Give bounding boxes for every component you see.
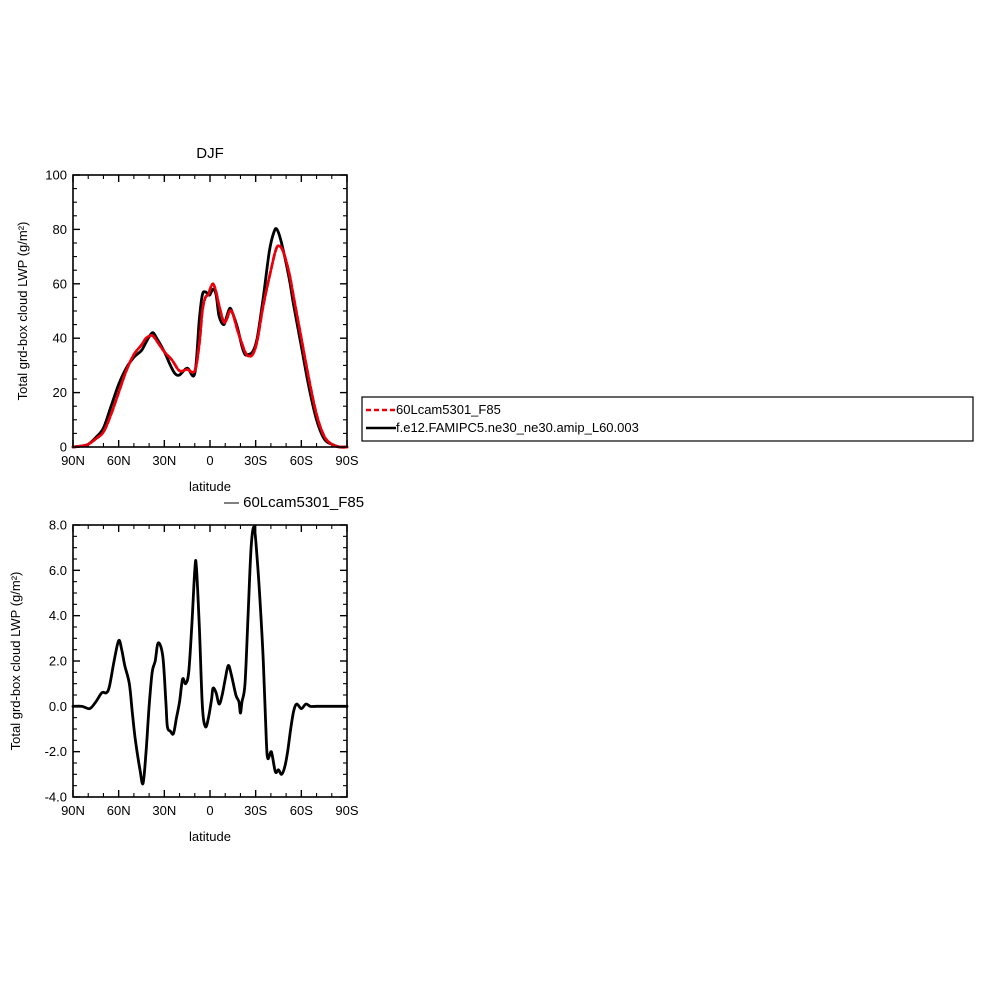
x-tick-label: 30S (244, 803, 267, 818)
y-tick-label: -2.0 (45, 744, 67, 759)
x-tick-label: 30N (152, 803, 176, 818)
x-tick-label: 90S (335, 453, 358, 468)
x-tick-label: 60S (290, 453, 313, 468)
y-tick-label: 2.0 (49, 654, 67, 669)
legend-label-series-2: f.e12.FAMIPC5.ne30_ne30.amip_L60.003 (396, 420, 639, 435)
x-tick-label: 0 (206, 803, 213, 818)
panel-bottom-series (71, 525, 349, 786)
panel-bottom-y-axis-label: Total grd-box cloud LWP (g/m²) (8, 572, 23, 751)
panel-bottom-title: — 60Lcam5301_F85 (224, 494, 364, 511)
y-tick-label: 80 (53, 222, 67, 237)
x-tick-label: 90N (61, 803, 85, 818)
x-tick-label: 90N (61, 453, 85, 468)
x-tick-label: 60S (290, 803, 313, 818)
y-tick-label: -4.0 (45, 790, 67, 805)
x-tick-label: 90S (335, 803, 358, 818)
legend-box (361, 396, 974, 442)
panel-top-tick-labels: 90N 60N 30N 0 30S 60S 90S 0 20 40 60 80 100 (45, 168, 359, 469)
panel-top-x-axis-label: latitude (189, 479, 231, 494)
y-tick-label: 20 (53, 385, 67, 400)
panel-bottom-tick-labels: 90N 60N 30N 0 30S 60S 90S -4.0 -2.0 0.0 2.0 4.0 6.0 8… (45, 518, 359, 819)
panel-top-frame (72, 174, 348, 448)
panel-top: DJF 90N 60N 30N 0 30S 60S 90S 0 20 40 60 80 100 lati… (15, 145, 359, 494)
panel-top-y-axis-label: Total grd-box cloud LWP (g/m²) (15, 222, 30, 401)
x-tick-label: 0 (206, 453, 213, 468)
y-tick-label: 0.0 (49, 699, 67, 714)
panel-top-series-line-2 (71, 227, 349, 449)
y-tick-label: 60 (53, 276, 67, 291)
panel-bottom-x-axis-label: latitude (189, 829, 231, 844)
panel-bottom-series-line-1 (71, 525, 349, 786)
x-tick-label: 30N (152, 453, 176, 468)
x-tick-label: 60N (107, 453, 131, 468)
y-tick-label: 8.0 (49, 518, 67, 533)
y-tick-label: 4.0 (49, 608, 67, 623)
y-tick-label: 6.0 (49, 563, 67, 578)
panel-top-series (71, 227, 349, 449)
panel-bottom: — 60Lcam5301_F85 90N 60N 30N 0 30S 60S 90S -4.0… (8, 494, 364, 844)
y-tick-label: 0 (60, 440, 67, 455)
x-tick-label: 30S (244, 453, 267, 468)
x-tick-label: 60N (107, 803, 131, 818)
panel-top-title: DJF (196, 145, 224, 162)
legend: 60Lcam5301_F85 f.e12.FAMIPC5.ne30_ne30.a… (361, 396, 974, 442)
y-tick-label: 40 (53, 331, 67, 346)
panel-bottom-frame (72, 524, 348, 798)
y-tick-label: 100 (45, 168, 67, 183)
panel-top-series-line-1 (71, 244, 349, 449)
legend-label-series-1: 60Lcam5301_F85 (396, 402, 501, 417)
